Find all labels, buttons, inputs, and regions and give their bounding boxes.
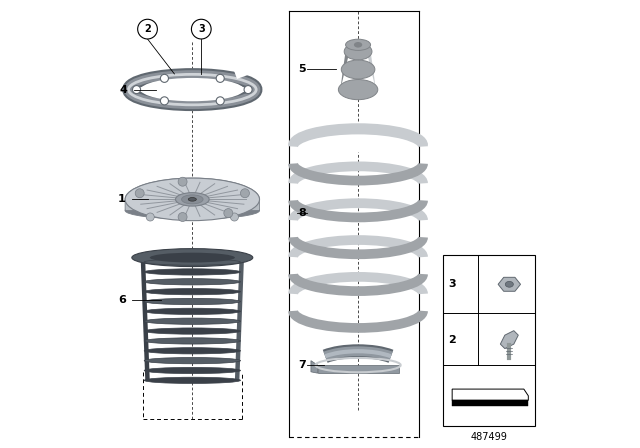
Ellipse shape	[144, 328, 241, 334]
Polygon shape	[317, 365, 399, 373]
Circle shape	[241, 189, 250, 198]
Ellipse shape	[182, 195, 203, 204]
Circle shape	[161, 97, 168, 105]
Circle shape	[178, 212, 187, 221]
Circle shape	[178, 177, 187, 186]
Ellipse shape	[125, 178, 260, 221]
Polygon shape	[311, 361, 317, 373]
Polygon shape	[500, 331, 518, 349]
Circle shape	[161, 74, 168, 82]
Text: 4: 4	[120, 85, 128, 95]
Ellipse shape	[144, 377, 241, 383]
Ellipse shape	[144, 348, 241, 354]
Ellipse shape	[144, 269, 241, 275]
Polygon shape	[452, 401, 529, 406]
Text: 6: 6	[118, 295, 126, 305]
Text: 3: 3	[198, 24, 205, 34]
Text: 2: 2	[144, 24, 151, 34]
Text: 7: 7	[298, 360, 306, 370]
Circle shape	[191, 19, 211, 39]
Polygon shape	[235, 262, 244, 380]
Ellipse shape	[144, 318, 241, 324]
Circle shape	[216, 74, 224, 82]
Polygon shape	[498, 277, 520, 291]
Ellipse shape	[125, 202, 260, 219]
Polygon shape	[365, 45, 376, 90]
Ellipse shape	[346, 39, 371, 51]
Circle shape	[132, 86, 141, 94]
Ellipse shape	[344, 43, 372, 60]
Circle shape	[224, 209, 233, 218]
Text: 8: 8	[298, 208, 306, 218]
Text: 1: 1	[118, 194, 126, 204]
Polygon shape	[340, 45, 351, 90]
Text: 5: 5	[298, 65, 306, 74]
Circle shape	[244, 86, 252, 94]
Wedge shape	[232, 63, 252, 79]
Ellipse shape	[132, 249, 253, 267]
Text: 3: 3	[449, 279, 456, 289]
Polygon shape	[125, 178, 260, 211]
Ellipse shape	[144, 259, 241, 265]
Ellipse shape	[188, 198, 196, 201]
Ellipse shape	[144, 289, 241, 295]
Ellipse shape	[144, 358, 241, 364]
Bar	[443, 255, 535, 426]
Ellipse shape	[144, 308, 241, 314]
Text: 487499: 487499	[470, 432, 508, 442]
Ellipse shape	[506, 281, 513, 287]
Ellipse shape	[144, 298, 241, 305]
Circle shape	[135, 189, 144, 198]
Ellipse shape	[150, 253, 235, 263]
Ellipse shape	[144, 367, 241, 374]
Text: 2: 2	[448, 335, 456, 345]
Polygon shape	[452, 389, 529, 401]
Circle shape	[146, 213, 154, 221]
Ellipse shape	[175, 193, 209, 206]
Circle shape	[138, 19, 157, 39]
Circle shape	[230, 213, 239, 221]
Ellipse shape	[141, 78, 244, 101]
Circle shape	[216, 97, 224, 105]
Polygon shape	[141, 262, 150, 380]
Ellipse shape	[339, 80, 378, 100]
Ellipse shape	[354, 42, 362, 47]
Ellipse shape	[144, 279, 241, 285]
Ellipse shape	[144, 338, 241, 344]
Ellipse shape	[341, 60, 375, 79]
